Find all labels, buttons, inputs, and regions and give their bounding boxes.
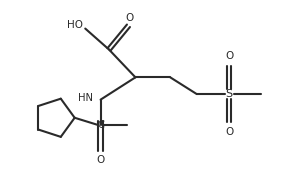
Text: C: C bbox=[97, 120, 104, 130]
Text: O: O bbox=[126, 13, 134, 23]
Text: O: O bbox=[225, 52, 233, 61]
Text: O: O bbox=[96, 155, 105, 165]
Text: O: O bbox=[225, 127, 233, 137]
Text: HO: HO bbox=[67, 20, 83, 30]
Text: HN: HN bbox=[78, 93, 93, 103]
Text: S: S bbox=[225, 89, 232, 99]
